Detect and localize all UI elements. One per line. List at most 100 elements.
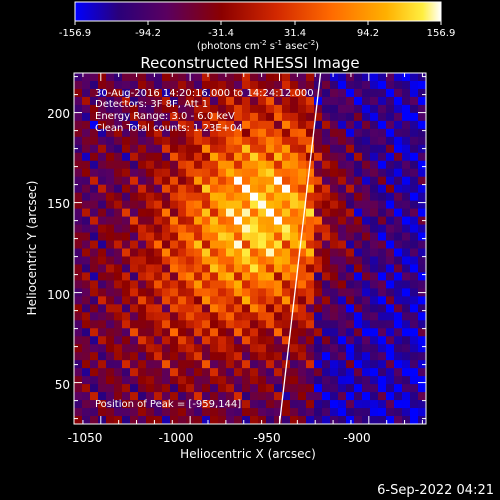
heatmap-cell bbox=[418, 376, 426, 385]
heatmap-cell bbox=[314, 384, 323, 393]
heatmap-cell bbox=[274, 376, 283, 385]
heatmap-cell bbox=[98, 216, 107, 226]
heatmap-cell bbox=[202, 216, 211, 226]
heatmap-cell bbox=[338, 240, 347, 250]
heatmap-cell bbox=[298, 216, 307, 226]
heatmap-cell bbox=[98, 184, 107, 194]
heatmap-cell bbox=[154, 400, 163, 409]
heatmap-cell bbox=[418, 312, 426, 321]
heatmap-cell bbox=[330, 168, 339, 178]
heatmap-cell bbox=[250, 304, 259, 313]
heatmap-cell bbox=[130, 416, 139, 424]
heatmap-cell bbox=[194, 144, 203, 154]
heatmap-cell bbox=[338, 336, 347, 345]
heatmap-cell bbox=[170, 168, 179, 178]
heatmap-cell bbox=[354, 416, 363, 424]
heatmap-cell bbox=[370, 368, 379, 377]
heatmap-cell bbox=[282, 248, 291, 258]
heatmap-cell bbox=[394, 224, 403, 234]
heatmap-cell bbox=[242, 120, 251, 130]
heatmap-cell bbox=[122, 384, 131, 393]
heatmap-cell bbox=[346, 352, 355, 361]
heatmap-cell bbox=[266, 80, 275, 90]
heatmap-cell bbox=[114, 112, 123, 122]
heatmap-cell bbox=[282, 152, 291, 162]
heatmap-cell bbox=[306, 280, 315, 289]
heatmap-cell bbox=[194, 384, 203, 393]
heatmap-cell bbox=[258, 184, 267, 194]
heatmap-cell bbox=[218, 352, 227, 361]
heatmap-cell bbox=[146, 104, 155, 114]
heatmap-cell bbox=[138, 272, 147, 282]
heatmap-cell bbox=[90, 80, 99, 90]
heatmap-cell bbox=[186, 192, 195, 202]
heatmap-cell bbox=[154, 408, 163, 417]
heatmap-cell bbox=[306, 176, 315, 186]
heatmap-cell bbox=[162, 304, 171, 313]
heatmap-cell bbox=[122, 208, 131, 218]
heatmap-cell bbox=[186, 296, 195, 305]
heatmap-cell bbox=[410, 352, 419, 361]
heatmap-cell bbox=[338, 400, 347, 409]
heatmap-cell bbox=[314, 80, 323, 90]
heatmap-cell bbox=[106, 312, 115, 321]
heatmap-cell bbox=[106, 216, 115, 226]
heatmap-cell bbox=[314, 73, 323, 82]
heatmap-cell bbox=[138, 328, 147, 337]
heatmap-cell bbox=[402, 152, 411, 162]
heatmap-cell bbox=[338, 120, 347, 130]
heatmap-cell bbox=[330, 120, 339, 130]
heatmap-cell bbox=[322, 208, 331, 218]
heatmap-cell bbox=[146, 224, 155, 234]
heatmap-cell bbox=[210, 200, 219, 210]
heatmap-cell bbox=[74, 328, 83, 337]
heatmap-cell bbox=[114, 264, 123, 274]
heatmap-cell bbox=[378, 288, 387, 297]
heatmap-cell bbox=[370, 120, 379, 130]
heatmap-cell bbox=[114, 80, 123, 90]
heatmap-cell bbox=[354, 224, 363, 234]
heatmap-cell bbox=[410, 256, 419, 266]
heatmap-cell bbox=[210, 288, 219, 297]
heatmap-cell bbox=[330, 112, 339, 122]
heatmap-cell bbox=[74, 120, 83, 130]
heatmap-cell bbox=[202, 104, 211, 114]
heatmap-cell bbox=[106, 256, 115, 266]
heatmap-cell bbox=[130, 152, 139, 162]
heatmap-cell bbox=[226, 408, 235, 417]
plot-frame bbox=[73, 72, 427, 425]
heatmap-cell bbox=[410, 112, 419, 122]
heatmap-cell bbox=[170, 208, 179, 218]
heatmap-cell bbox=[186, 368, 195, 377]
x-tick-label: -1000 bbox=[159, 431, 194, 445]
heatmap-cell bbox=[250, 136, 259, 146]
heatmap-cell bbox=[82, 288, 91, 297]
heatmap-cell bbox=[314, 136, 323, 146]
heatmap-cell bbox=[186, 216, 195, 226]
heatmap-cell bbox=[122, 112, 131, 122]
heatmap-cell bbox=[378, 304, 387, 313]
heatmap-cell bbox=[218, 160, 227, 170]
heatmap-cell bbox=[130, 336, 139, 345]
heatmap-cell bbox=[386, 224, 395, 234]
heatmap-cell bbox=[274, 152, 283, 162]
heatmap-cell bbox=[162, 240, 171, 250]
heatmap-cell bbox=[98, 144, 107, 154]
heatmap-cell bbox=[386, 152, 395, 162]
heatmap-cell bbox=[330, 400, 339, 409]
heatmap-cell bbox=[162, 416, 171, 424]
heatmap-cell bbox=[242, 152, 251, 162]
heatmap-cell bbox=[74, 376, 83, 385]
heatmap-cell bbox=[322, 88, 331, 98]
heatmap-cell bbox=[410, 224, 419, 234]
heatmap-cell bbox=[370, 376, 379, 385]
heatmap-cell bbox=[362, 80, 371, 90]
heatmap-cell bbox=[162, 144, 171, 154]
heatmap-cell bbox=[218, 192, 227, 202]
heatmap-cell bbox=[114, 136, 123, 146]
heatmap-cell bbox=[338, 184, 347, 194]
heatmap-cell bbox=[226, 272, 235, 282]
heatmap-cell bbox=[418, 160, 426, 170]
heatmap-cell bbox=[394, 232, 403, 242]
heatmap-cell bbox=[306, 304, 315, 313]
